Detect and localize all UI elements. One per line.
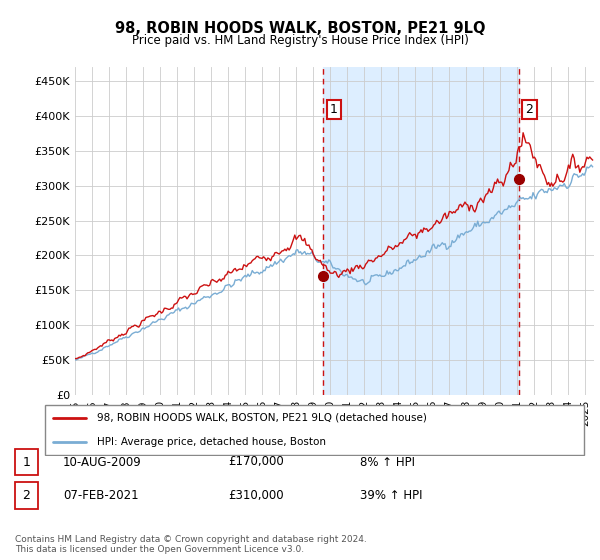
Text: 2: 2 [22,489,31,502]
Text: Contains HM Land Registry data © Crown copyright and database right 2024.
This d: Contains HM Land Registry data © Crown c… [15,535,367,554]
Text: HPI: Average price, detached house, Boston: HPI: Average price, detached house, Bost… [97,437,326,447]
FancyBboxPatch shape [45,405,584,455]
Text: £170,000: £170,000 [228,455,284,469]
Text: 8% ↑ HPI: 8% ↑ HPI [360,455,415,469]
Bar [323,67,519,395]
Text: 98, ROBIN HOODS WALK, BOSTON, PE21 9LQ: 98, ROBIN HOODS WALK, BOSTON, PE21 9LQ [115,21,485,36]
Text: 39% ↑ HPI: 39% ↑ HPI [360,489,422,502]
Text: 07-FEB-2021: 07-FEB-2021 [63,489,139,502]
Text: 1: 1 [22,455,31,469]
Text: Price paid vs. HM Land Registry's House Price Index (HPI): Price paid vs. HM Land Registry's House … [131,34,469,46]
Text: 2: 2 [526,103,533,116]
Text: £310,000: £310,000 [228,489,284,502]
Text: 10-AUG-2009: 10-AUG-2009 [63,455,142,469]
Text: 98, ROBIN HOODS WALK, BOSTON, PE21 9LQ (detached house): 98, ROBIN HOODS WALK, BOSTON, PE21 9LQ (… [97,413,427,423]
Text: 1: 1 [330,103,338,116]
